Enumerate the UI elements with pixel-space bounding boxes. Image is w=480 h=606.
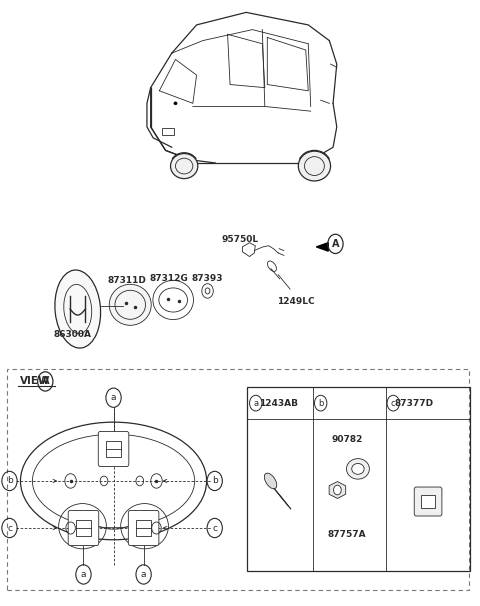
Ellipse shape	[159, 288, 188, 312]
Text: 87311D: 87311D	[108, 276, 146, 285]
Text: 87377D: 87377D	[395, 399, 434, 408]
Ellipse shape	[55, 270, 101, 348]
Text: 86300A: 86300A	[54, 330, 92, 339]
Ellipse shape	[109, 284, 151, 325]
Text: b: b	[212, 476, 217, 485]
Ellipse shape	[347, 459, 370, 479]
Text: 95750L: 95750L	[221, 235, 259, 244]
Text: b: b	[7, 476, 12, 485]
Text: c: c	[212, 524, 217, 533]
Text: A: A	[42, 376, 49, 387]
Circle shape	[334, 485, 341, 495]
Text: 87757A: 87757A	[328, 530, 366, 539]
Bar	[7, 369, 469, 590]
Text: c: c	[7, 524, 12, 533]
Text: 87393: 87393	[192, 275, 223, 284]
FancyBboxPatch shape	[68, 510, 99, 545]
Bar	[162, 128, 174, 135]
Text: 1249LC: 1249LC	[277, 297, 315, 305]
Bar	[76, 519, 91, 536]
Ellipse shape	[264, 473, 277, 489]
Bar	[106, 441, 121, 458]
Text: a: a	[253, 399, 258, 408]
Text: b: b	[318, 399, 324, 408]
Text: a: a	[111, 393, 116, 402]
Polygon shape	[329, 482, 346, 499]
Text: a: a	[141, 570, 146, 579]
Ellipse shape	[298, 151, 331, 181]
Ellipse shape	[174, 102, 177, 105]
Text: a: a	[81, 570, 86, 579]
FancyBboxPatch shape	[128, 510, 159, 545]
FancyBboxPatch shape	[98, 431, 129, 467]
Text: A: A	[332, 239, 339, 249]
Text: 90782: 90782	[331, 436, 362, 444]
Text: c: c	[391, 399, 396, 408]
FancyBboxPatch shape	[414, 487, 442, 516]
Text: VIEW: VIEW	[20, 376, 50, 387]
Ellipse shape	[352, 464, 364, 474]
Bar	[421, 496, 435, 508]
Bar	[247, 387, 470, 571]
Polygon shape	[316, 242, 328, 251]
Text: 1243AB: 1243AB	[259, 399, 298, 408]
Text: 87312G: 87312G	[150, 275, 189, 284]
Bar	[136, 519, 151, 536]
Ellipse shape	[170, 153, 198, 179]
